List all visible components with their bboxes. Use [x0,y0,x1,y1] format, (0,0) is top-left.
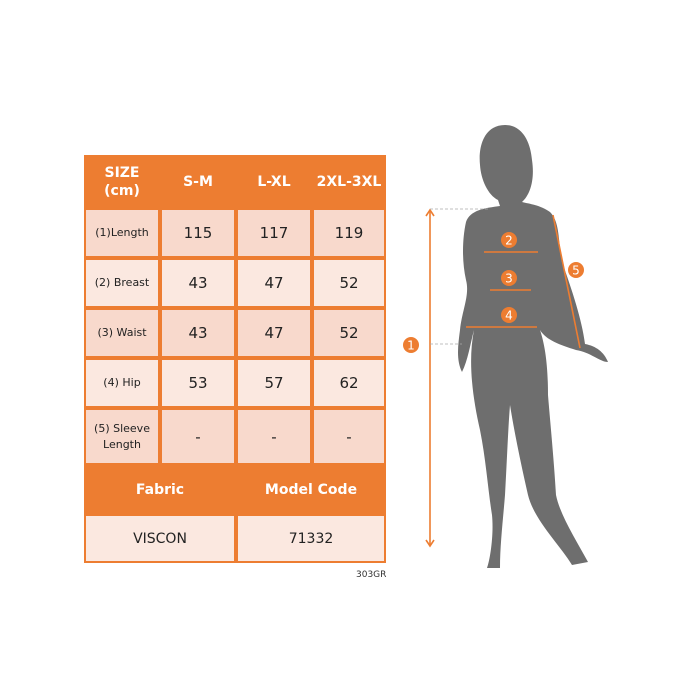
size-header: 2XL-3XL [312,155,386,208]
guide-lines [430,208,490,345]
marker-label: 5 [572,264,580,278]
size-value-cell: 119 [312,208,386,258]
size-value-cell: 53 [160,358,236,408]
fabric-header: Fabric [84,465,236,514]
size-value-cell: - [236,408,312,465]
product-code: 303GR [356,570,387,580]
size-value-cell: 43 [160,258,236,308]
silhouette [458,125,608,568]
row-label: (2) Breast [84,258,160,308]
size-value-cell: 57 [236,358,312,408]
size-value-cell: 43 [160,308,236,358]
size-value-cell: - [160,408,236,465]
size-value-cell: 117 [236,208,312,258]
size-value-cell: - [312,408,386,465]
corner-header: SIZE (cm) [84,155,160,208]
row-label: (3) Waist [84,308,160,358]
size-value-cell: 62 [312,358,386,408]
size-value-cell: 52 [312,308,386,358]
marker-circle [501,270,517,286]
size-value-cell: 52 [312,258,386,308]
marker-label: 2 [505,234,513,248]
row-label: (1)Length [84,208,160,258]
measurement-markers: 1 2 3 4 5 [403,232,584,353]
row-label: (4) Hip [84,358,160,408]
marker-label: 1 [407,339,415,353]
marker-label: 3 [505,272,513,286]
model-code-value: 71332 [236,514,386,563]
measurement-lines [425,208,581,548]
row-label: (5) Sleeve Length [84,408,160,465]
size-value-cell: 47 [236,258,312,308]
size-header: L-XL [236,155,312,208]
model-code-header: Model Code [236,465,386,514]
size-value-cell: 115 [160,208,236,258]
marker-circle [568,262,584,278]
size-value-cell: 47 [236,308,312,358]
marker-circle [501,307,517,323]
marker-label: 4 [505,309,513,323]
marker-circle [403,337,419,353]
fabric-value: VISCON [84,514,236,563]
size-header: S-M [160,155,236,208]
marker-circle [501,232,517,248]
